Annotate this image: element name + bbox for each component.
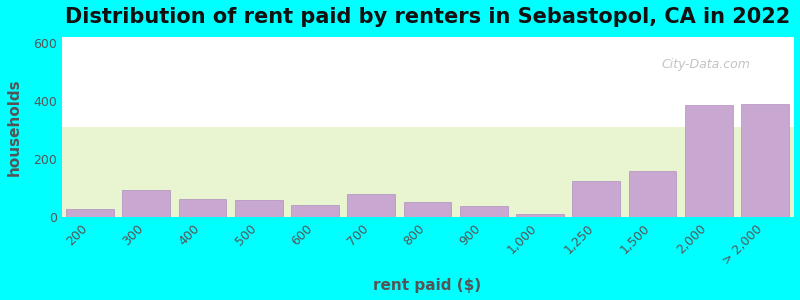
Bar xyxy=(741,104,789,217)
Bar xyxy=(122,190,170,217)
X-axis label: rent paid ($): rent paid ($) xyxy=(374,278,482,293)
Bar xyxy=(178,199,226,217)
Bar xyxy=(234,200,282,217)
Bar xyxy=(347,194,395,217)
Bar xyxy=(572,181,620,217)
Bar xyxy=(629,171,676,217)
Bar xyxy=(291,205,339,217)
Bar xyxy=(685,105,733,217)
Bar xyxy=(516,214,564,217)
Text: City-Data.com: City-Data.com xyxy=(662,58,750,71)
Y-axis label: households: households xyxy=(7,78,22,176)
Bar xyxy=(66,209,114,217)
Title: Distribution of rent paid by renters in Sebastopol, CA in 2022: Distribution of rent paid by renters in … xyxy=(65,7,790,27)
Bar xyxy=(460,206,507,217)
Bar xyxy=(403,202,451,217)
